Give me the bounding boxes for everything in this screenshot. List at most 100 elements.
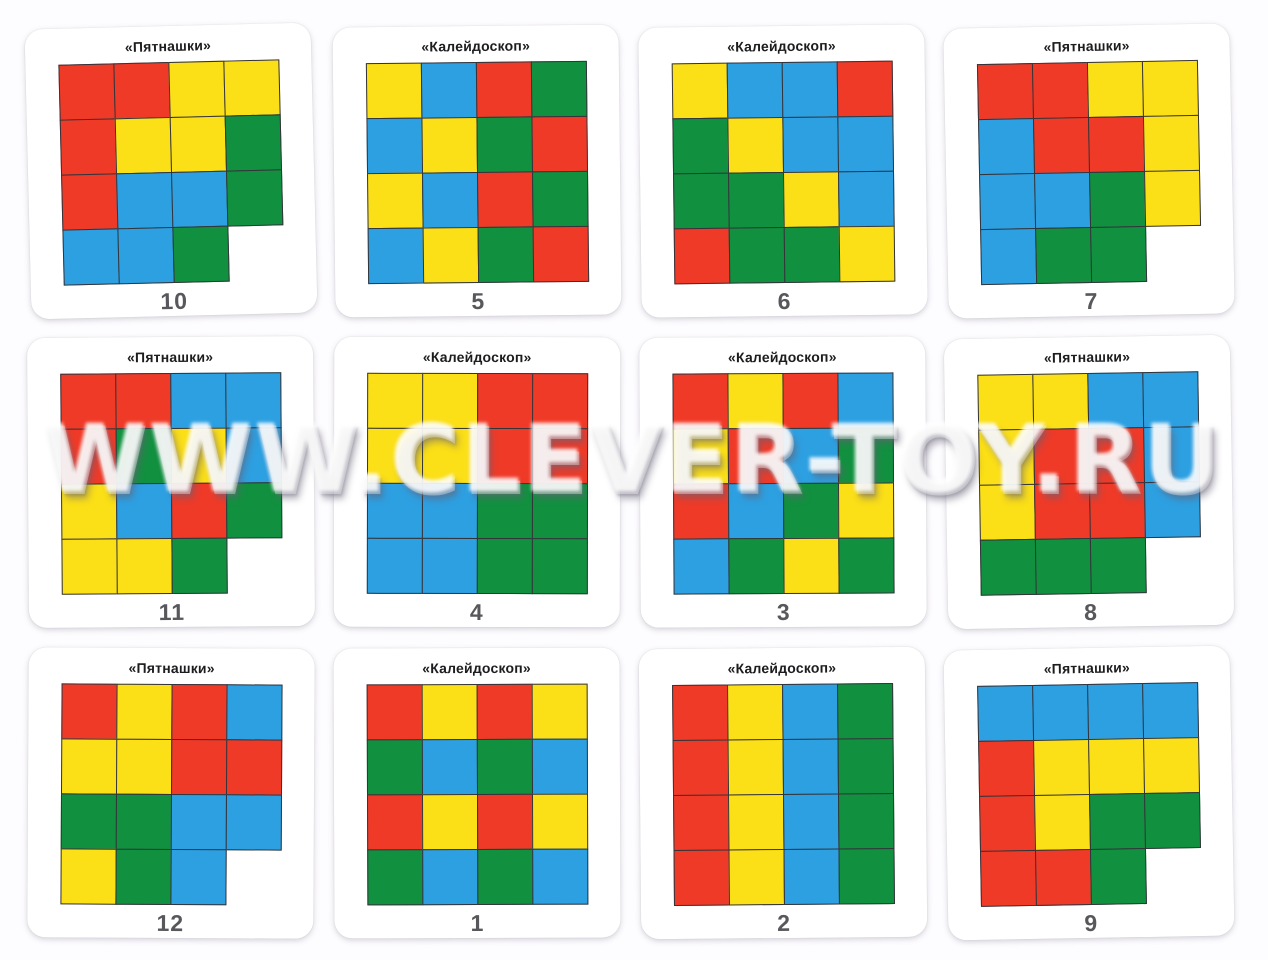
grid-cell <box>979 228 1037 286</box>
grid-row <box>60 169 283 232</box>
card-number: 8 <box>1083 599 1099 626</box>
card-title: «Калейдоскоп» <box>422 659 531 677</box>
grid-cell <box>421 373 478 430</box>
grid-cell <box>977 740 1035 798</box>
card-grid <box>976 682 1202 908</box>
grid-cell <box>531 794 588 851</box>
card-title: «Пятнашки» <box>128 659 215 677</box>
grid-cell <box>1034 227 1092 285</box>
grid-row <box>978 481 1201 542</box>
grid-cell-empty <box>226 538 282 594</box>
grid-cell <box>836 683 894 740</box>
card-title: «Калейдоскоп» <box>421 37 531 55</box>
grid-cell <box>60 173 118 232</box>
grid-cell <box>727 538 785 595</box>
grid-cell <box>978 173 1036 231</box>
grid-row <box>57 59 281 122</box>
puzzle-card-7: «Пятнашки» 7 <box>943 23 1235 319</box>
grid-cell <box>169 373 227 430</box>
grid-row <box>976 682 1199 743</box>
grid-row <box>979 537 1201 597</box>
grid-cell <box>672 173 730 230</box>
grid-cell <box>1089 537 1147 595</box>
grid-cell <box>837 427 894 485</box>
grid-cell <box>366 849 423 906</box>
puzzle-card-3: «Калейдоскоп» 3 <box>639 336 927 628</box>
grid-cell <box>59 118 117 177</box>
grid-cell <box>60 483 117 541</box>
grid-cell <box>976 374 1034 432</box>
puzzle-card-11: «Пятнашки» 11 <box>26 336 316 628</box>
grid-cell <box>115 794 172 851</box>
grid-cell <box>115 172 173 230</box>
grid-cell <box>726 373 784 430</box>
grid-cell <box>782 428 839 485</box>
puzzle-card-10: «Пятнашки» 10 <box>24 22 318 320</box>
grid-row <box>60 683 283 741</box>
card-grid <box>365 61 589 285</box>
grid-cell <box>977 429 1035 487</box>
grid-cell <box>476 373 533 430</box>
grid-cell <box>114 373 172 430</box>
grid-cell <box>671 684 729 742</box>
card-title: «Пятнашки» <box>1043 659 1131 677</box>
grid-cell <box>1143 481 1201 539</box>
grid-cell <box>1087 427 1145 485</box>
grid-cell <box>225 169 283 228</box>
grid-cell <box>782 171 840 229</box>
grid-cell <box>783 226 840 284</box>
grid-cell <box>115 538 173 595</box>
grid-cell <box>116 227 175 285</box>
grid-cell <box>476 428 533 485</box>
grid-cell <box>530 116 588 173</box>
grid-cell <box>167 61 226 119</box>
card-number: 4 <box>469 599 484 626</box>
card-grid <box>671 683 895 907</box>
grid-row <box>672 738 894 797</box>
grid-row <box>977 115 1200 176</box>
grid-row <box>366 794 588 851</box>
puzzle-card-2: «Калейдоскоп» 2 <box>638 646 928 940</box>
grid-cell <box>366 428 423 485</box>
grid-cell-empty <box>1145 225 1202 282</box>
grid-cell <box>726 117 784 175</box>
grid-row <box>59 114 282 177</box>
grid-cell <box>671 118 729 175</box>
grid-cell <box>171 226 230 284</box>
grid-cell <box>781 683 839 741</box>
grid-cell <box>476 739 533 796</box>
grid-cell <box>1087 738 1145 796</box>
grid-cell <box>531 171 589 228</box>
grid-cell <box>531 684 588 741</box>
grid-cell <box>60 538 118 596</box>
grid-row <box>365 116 588 175</box>
grid-cell <box>366 538 423 595</box>
grid-row <box>672 427 894 485</box>
grid-cell <box>531 428 588 485</box>
grid-cell <box>475 116 533 174</box>
card-number: 10 <box>160 288 189 315</box>
grid-cell <box>1031 62 1089 120</box>
grid-cell <box>114 117 172 175</box>
puzzle-card-8: «Пятнашки» 8 <box>943 334 1235 630</box>
grid-cell <box>477 226 534 284</box>
card-number: 5 <box>471 288 486 315</box>
grid-cell <box>1086 683 1144 741</box>
grid-cell <box>1086 61 1144 119</box>
grid-row <box>671 116 894 175</box>
grid-cell <box>115 684 173 741</box>
grid-row <box>365 61 587 120</box>
grid-cell-empty <box>1144 847 1201 904</box>
grid-cell <box>837 848 895 905</box>
grid-cell <box>57 63 116 122</box>
grid-cell <box>115 739 172 796</box>
grid-row <box>976 371 1199 432</box>
grid-cell <box>782 483 839 540</box>
grid-cell <box>530 61 587 118</box>
grid-cell <box>366 684 423 741</box>
grid-cell <box>837 482 894 540</box>
grid-row <box>672 537 895 595</box>
grid-cell <box>978 484 1036 542</box>
grid-cell <box>1031 684 1089 742</box>
grid-cell <box>727 849 785 906</box>
